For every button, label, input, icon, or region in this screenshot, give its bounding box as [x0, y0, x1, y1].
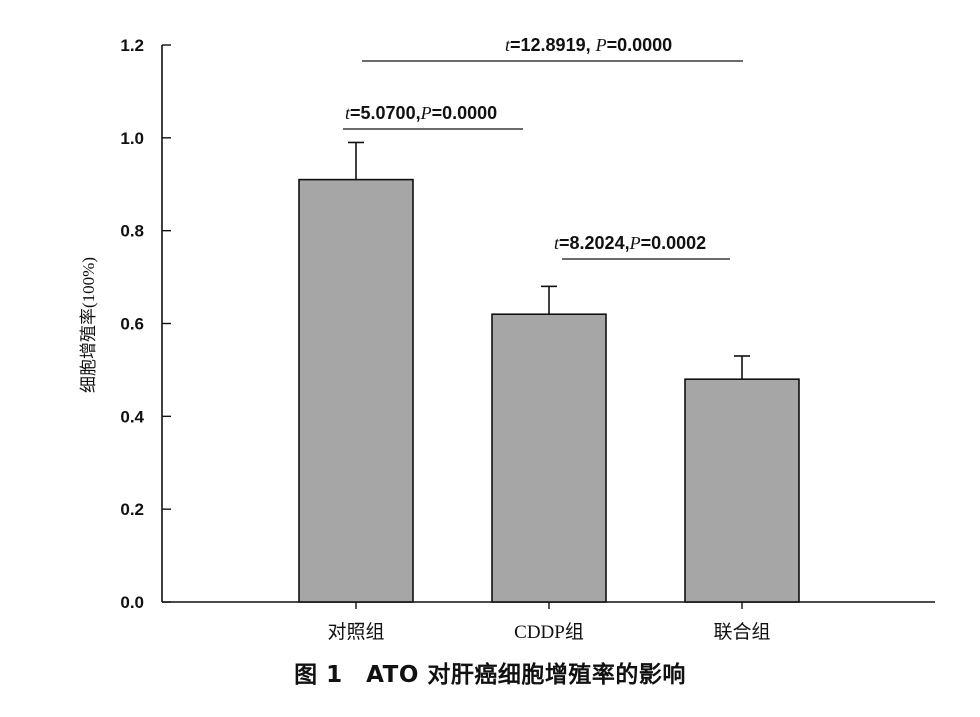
bar [298, 178, 414, 603]
y-axis-label: 细胞增殖率(100%) [79, 257, 98, 393]
significance-label: t=8.2024,P=0.0002 [554, 233, 706, 253]
bar [684, 378, 800, 603]
axes: 0.0 0.2 0.4 0.6 0.8 1.0 1.2 对照组 CDDP组 联合组 [120, 36, 935, 643]
y-tick-label: 0.2 [120, 500, 144, 519]
significance-label: t=12.8919, P=0.0000 [505, 35, 672, 55]
y-tick-label: 1.2 [120, 36, 144, 55]
y-tick-label: 0.6 [120, 315, 144, 334]
x-tick-label: 对照组 [327, 621, 384, 643]
significance-label: t=5.0700,P=0.0000 [345, 103, 497, 123]
y-tick-label: 1.0 [120, 129, 144, 148]
error-bars [348, 141, 750, 380]
x-tick-label: CDDP组 [514, 621, 584, 643]
bar [491, 313, 607, 603]
y-tick-label: 0.0 [120, 593, 144, 612]
y-tick-label: 0.8 [120, 222, 144, 241]
bars [298, 178, 800, 603]
figure-caption: 图 1 ATO 对肝癌细胞增殖率的影响 [294, 662, 686, 688]
significance-annotations: t=5.0700,P=0.0000 t=8.2024,P=0.0002 t=12.8… [343, 35, 743, 260]
x-tick-label: 联合组 [713, 621, 770, 643]
y-tick-label: 0.4 [120, 407, 144, 426]
